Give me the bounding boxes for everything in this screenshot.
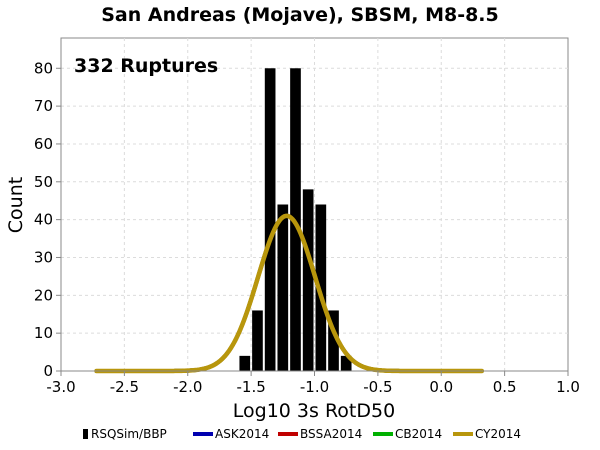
rupture-count-annotation: 332 Ruptures — [74, 55, 218, 77]
y-axis-label: Count — [5, 177, 27, 233]
legend-label: RSQSim/BBP — [91, 427, 167, 441]
legend-label: BSSA2014 — [300, 427, 362, 441]
x-tick-label: 1.0 — [556, 378, 580, 396]
legend-swatch — [83, 429, 88, 439]
legend-item-ask2014: ASK2014 — [193, 427, 269, 441]
y-tick-label: 30 — [34, 248, 53, 266]
legend-item-bssa2014: BSSA2014 — [278, 427, 362, 441]
histogram-bar — [277, 204, 289, 371]
legend-item-rsqsim-bbp: RSQSim/BBP — [83, 427, 167, 441]
y-tick-label: 50 — [34, 173, 53, 191]
y-tick-label: 80 — [34, 59, 53, 77]
histogram-bar — [315, 204, 327, 371]
x-tick-label: -1.0 — [300, 378, 329, 396]
histogram-bar — [264, 68, 276, 371]
y-tick-label: 0 — [43, 362, 53, 380]
x-tick-label: -1.5 — [236, 378, 265, 396]
x-axis: -3.0 -2.5 -2.0 -1.5 -1.0 -0.5 0.0 0.5 1.0 — [46, 370, 580, 396]
legend-item-cb2014: CB2014 — [373, 427, 442, 441]
histogram-bar — [239, 355, 251, 371]
y-tick-label: 70 — [34, 97, 53, 115]
x-tick-label: -3.0 — [46, 378, 75, 396]
x-tick-label: 0.0 — [429, 378, 453, 396]
y-tick-label: 10 — [34, 324, 53, 342]
histogram-bar — [328, 310, 339, 371]
x-axis-label: Log10 3s RotD50 — [233, 400, 395, 422]
histogram-bar — [302, 189, 314, 371]
y-axis: 0 10 20 30 40 50 60 70 80 — [34, 38, 62, 380]
x-tick-label: -2.5 — [110, 378, 139, 396]
legend-label: CY2014 — [475, 427, 521, 441]
legend-label: ASK2014 — [215, 427, 269, 441]
x-tick-label: -2.0 — [173, 378, 202, 396]
y-tick-label: 20 — [34, 286, 53, 304]
x-tick-label: 0.5 — [493, 378, 517, 396]
y-tick-label: 60 — [34, 135, 53, 153]
histogram-bar — [340, 355, 352, 371]
y-tick-label: 40 — [34, 211, 53, 229]
legend-label: CB2014 — [395, 427, 442, 441]
chart-title: San Andreas (Mojave), SBSM, M8-8.5 — [101, 4, 499, 26]
histogram-bar — [252, 310, 263, 371]
x-tick-label: -0.5 — [363, 378, 392, 396]
legend-item-cy2014: CY2014 — [453, 427, 521, 441]
legend: RSQSim/BBP ASK2014 BSSA2014 CB2014 CY2014 — [83, 427, 521, 441]
grid — [61, 38, 568, 371]
